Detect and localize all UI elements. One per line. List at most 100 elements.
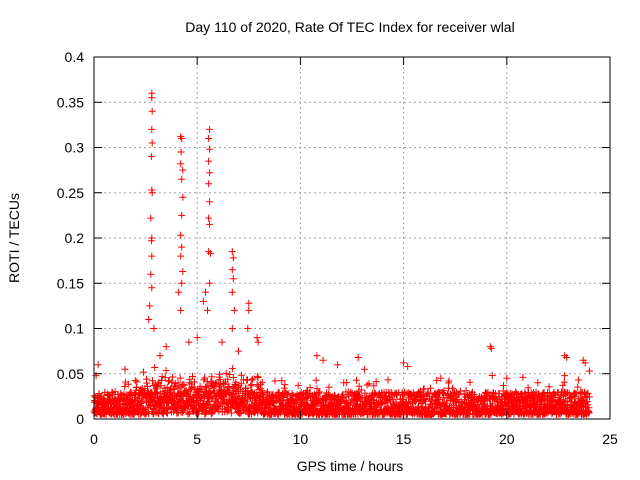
data-point (306, 384, 314, 392)
data-point (365, 380, 373, 388)
data-point (148, 189, 156, 197)
data-point (201, 374, 209, 382)
data-point (254, 338, 262, 346)
data-point (156, 352, 164, 360)
data-point (533, 399, 541, 407)
data-point (319, 356, 327, 364)
data-point (245, 299, 253, 307)
data-point (586, 393, 593, 401)
data-point (177, 231, 185, 239)
data-point (175, 288, 183, 296)
data-point (151, 364, 159, 371)
data-point (144, 383, 151, 390)
x-axis-ticks: 0 5 10 15 20 25 (90, 57, 618, 447)
data-point (228, 288, 236, 296)
data-point (404, 363, 412, 370)
data-point (131, 377, 139, 385)
data-point (189, 373, 196, 380)
data-point (143, 379, 151, 387)
data-point (138, 398, 146, 406)
data-point (258, 387, 266, 395)
y-tick-label: 0.25 (57, 185, 84, 201)
data-point (574, 383, 582, 391)
data-point (121, 365, 129, 373)
y-axis-ticks: 0 0.05 0.1 0.15 0.2 0.25 0.3 0.35 0.4 (57, 49, 610, 427)
data-point (295, 404, 302, 412)
data-point (206, 198, 214, 206)
data-point (206, 145, 214, 153)
data-point (238, 371, 245, 379)
data-point (208, 373, 216, 381)
data-point (161, 374, 169, 382)
data-point (243, 398, 251, 406)
data-point (176, 374, 184, 382)
data-point (434, 395, 442, 403)
data-point (512, 389, 520, 397)
data-point (177, 306, 185, 314)
data-point (178, 175, 186, 183)
data-point (534, 379, 542, 387)
data-point (585, 367, 593, 375)
data-point (427, 401, 435, 409)
data-point (427, 384, 434, 392)
data-point (148, 139, 156, 147)
data-point (228, 266, 236, 274)
data-point (227, 409, 235, 417)
data-point (585, 404, 593, 412)
y-tick-label: 0.15 (57, 275, 84, 291)
data-point (158, 373, 166, 381)
data-point (235, 389, 243, 397)
x-tick-label: 0 (90, 431, 98, 447)
x-tick-label: 25 (602, 431, 618, 447)
data-point (357, 386, 365, 394)
y-tick-label: 0.4 (65, 49, 85, 65)
data-point (559, 381, 567, 389)
data-point (244, 387, 252, 395)
data-point (572, 390, 580, 398)
data-point (369, 396, 377, 404)
data-point (127, 388, 135, 396)
data-point (232, 378, 240, 386)
data-point (377, 400, 385, 408)
data-point (226, 371, 234, 378)
data-point (179, 193, 187, 201)
y-tick-label: 0.35 (57, 94, 84, 110)
y-tick-label: 0.2 (65, 230, 85, 246)
data-point (312, 376, 320, 384)
data-point (225, 383, 233, 390)
data-point (445, 377, 453, 385)
x-axis-label: GPS time / hours (297, 458, 404, 474)
y-tick-label: 0.3 (65, 140, 85, 156)
scatter-points (90, 89, 593, 418)
data-point (384, 376, 392, 384)
data-point (561, 372, 569, 380)
data-point (254, 374, 262, 381)
data-point (179, 166, 187, 174)
data-point (244, 325, 252, 332)
data-point (215, 407, 223, 415)
data-point (164, 409, 171, 417)
data-point (288, 390, 296, 398)
data-point (148, 125, 156, 133)
data-point (207, 249, 215, 257)
data-point (206, 125, 214, 133)
data-point (196, 382, 204, 390)
data-point (360, 365, 368, 373)
data-point (294, 381, 302, 389)
data-point (178, 243, 186, 251)
data-point (307, 393, 315, 401)
data-point (253, 372, 261, 380)
x-tick-label: 10 (293, 431, 309, 447)
data-point (202, 288, 209, 296)
data-point (503, 374, 511, 382)
data-point (420, 385, 428, 393)
data-point (158, 376, 165, 384)
y-tick-label: 0.05 (57, 366, 84, 382)
data-point (146, 302, 154, 310)
y-axis-label: ROTI / TECUs (6, 193, 22, 283)
data-point (177, 252, 185, 260)
data-point (278, 377, 286, 385)
data-point (147, 153, 155, 161)
data-point (312, 404, 320, 412)
data-point (204, 306, 211, 314)
